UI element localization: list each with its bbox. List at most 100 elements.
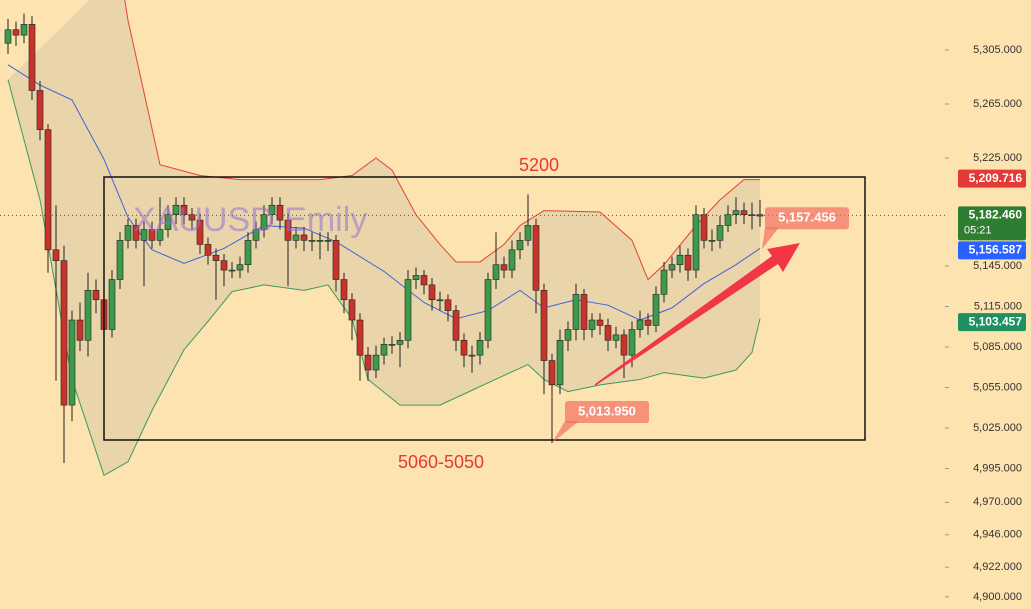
candle-body — [204, 244, 212, 256]
candle-body — [428, 284, 436, 301]
candle-body — [20, 24, 28, 36]
candle-body — [548, 360, 556, 386]
candle-body — [444, 299, 452, 311]
band-fill — [8, 0, 760, 476]
y-tick-label: 4,900.000 — [973, 591, 1022, 603]
candle-body — [500, 264, 508, 271]
candle-body — [580, 294, 588, 330]
candle-body — [620, 334, 628, 356]
candle-body — [396, 339, 404, 345]
candle-body — [116, 240, 124, 280]
candle-body — [132, 225, 140, 241]
price-tag — [958, 313, 1026, 332]
candle-body — [236, 264, 244, 271]
candle-body — [44, 129, 52, 251]
candle-body — [708, 240, 716, 242]
candle-body — [276, 204, 284, 221]
candle-body — [420, 275, 428, 286]
y-tick-label: 5,145.000 — [973, 260, 1022, 272]
candle-body — [644, 319, 652, 326]
candle-body — [220, 260, 228, 271]
candle-body — [684, 254, 692, 271]
y-tick-label: 5,055.000 — [973, 381, 1022, 393]
candle-body — [356, 319, 364, 356]
candle-body — [244, 240, 252, 265]
candle-body — [252, 229, 260, 241]
candle-body — [652, 294, 660, 326]
y-tick-label: 5,085.000 — [973, 341, 1022, 353]
candle-body — [364, 354, 372, 371]
candle-body — [340, 279, 348, 301]
candle-body — [524, 225, 532, 241]
callout-label: 5,157.456 — [778, 210, 836, 225]
candle-body — [676, 254, 684, 265]
candle-body — [332, 240, 340, 280]
callout-box — [565, 400, 649, 423]
candle-body — [284, 219, 292, 241]
candle-body — [540, 290, 548, 361]
price-tag-label: 5,209.716 — [969, 171, 1023, 185]
candle-body — [436, 299, 444, 302]
candle-body — [412, 275, 420, 280]
candle-body — [4, 29, 12, 44]
candle-body — [748, 214, 756, 217]
candle-body — [180, 204, 188, 216]
candle-body — [164, 214, 172, 230]
candle-body — [108, 279, 116, 330]
candle-body — [196, 219, 204, 245]
candle-body — [28, 24, 36, 91]
callout-label: 5,013.950 — [578, 403, 636, 418]
candle-body — [460, 339, 468, 356]
candle-body — [724, 214, 732, 226]
candle-body — [324, 240, 332, 242]
candle-body — [484, 279, 492, 341]
candle-body — [52, 249, 60, 261]
candle-body — [300, 234, 308, 241]
candle-body — [588, 319, 596, 330]
price-tag-label: 5,156.587 — [969, 243, 1023, 257]
y-tick-label: 5,305.000 — [973, 44, 1022, 56]
annotation: 5200 — [519, 155, 559, 175]
callout-pointer — [552, 420, 579, 443]
candle-body — [612, 334, 620, 341]
candle-body — [228, 269, 236, 272]
candle-body — [140, 229, 148, 241]
price-tag-label: 5,103.457 — [969, 314, 1023, 328]
price-tag — [958, 206, 1026, 241]
price-axis: 5,305.000 5,265.000 5,225.000 5,145.000 5,11… — [945, 44, 1026, 603]
arrow — [595, 243, 800, 386]
candle-body — [84, 290, 92, 341]
plot-area: XAUUSD Emily — [0, 0, 945, 477]
candle-body — [628, 329, 636, 356]
candle-body — [316, 240, 324, 242]
candle-body — [692, 214, 700, 271]
price-tag-timer: 05:21 — [964, 224, 992, 236]
candle-body — [556, 339, 564, 386]
candle-body — [636, 319, 644, 330]
candle-body — [380, 344, 388, 356]
watermark: XAUUSD Emily — [133, 201, 367, 239]
candle-body — [740, 210, 748, 216]
candle-body — [452, 310, 460, 341]
candle-body — [260, 214, 268, 230]
candle-body — [372, 354, 380, 371]
callout-pointer — [762, 227, 779, 250]
candle-body — [212, 254, 220, 261]
y-tick-label: 5,265.000 — [973, 98, 1022, 110]
candle-body — [68, 319, 76, 406]
candle-body — [660, 269, 668, 295]
candle-body — [716, 225, 724, 241]
candle-body — [188, 214, 196, 221]
candle-body — [516, 240, 524, 251]
y-tick-label: 4,995.000 — [973, 462, 1022, 474]
candle-body — [604, 325, 612, 341]
annotation: 5060-5050 — [398, 452, 484, 472]
candle-body — [60, 260, 68, 406]
candle-body — [388, 344, 396, 346]
candle-body — [76, 319, 84, 341]
candle-body — [268, 204, 276, 216]
price-tag-label: 5,182.460 — [969, 208, 1023, 222]
candle-body — [308, 240, 316, 242]
candle-body — [404, 279, 412, 341]
